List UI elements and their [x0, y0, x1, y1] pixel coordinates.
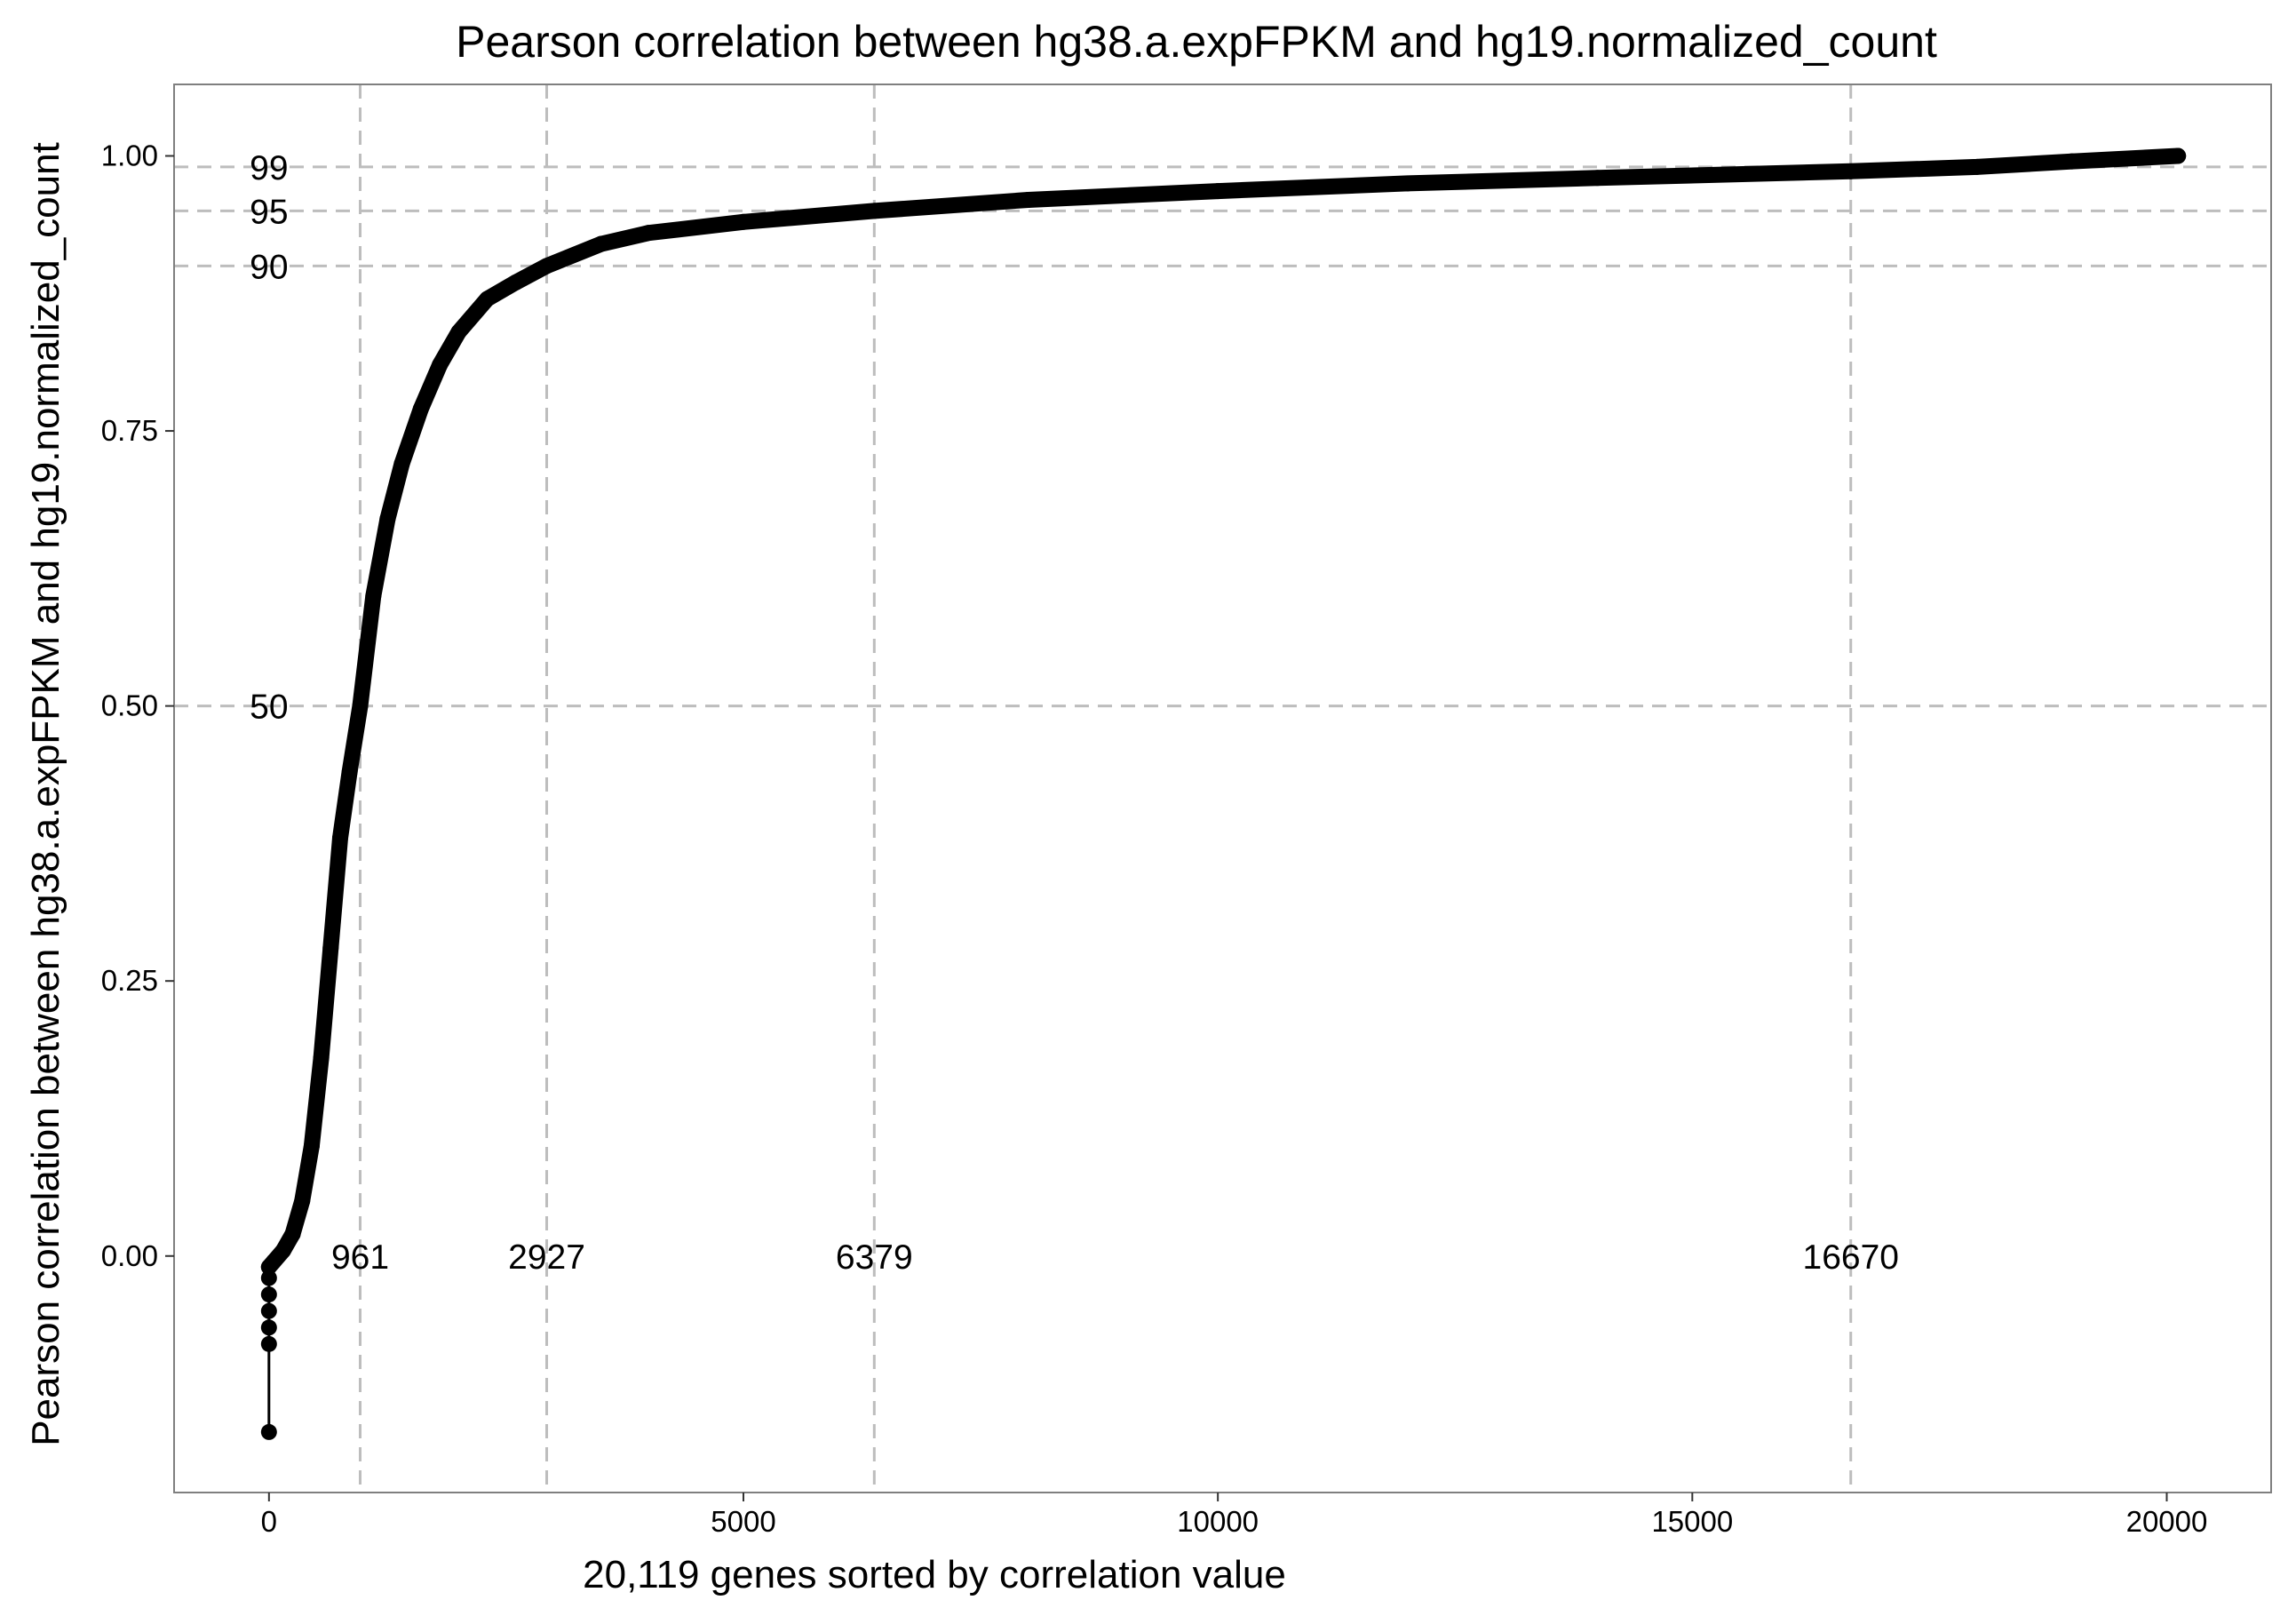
data-point [352, 697, 369, 714]
data-point [260, 1335, 277, 1352]
x-tick-label: 5000 [711, 1505, 775, 1538]
x-tick-label: 15000 [1651, 1505, 1733, 1538]
data-point [260, 1302, 277, 1319]
data-point [866, 203, 883, 219]
data-point [393, 456, 410, 473]
data-point [412, 401, 429, 418]
data-point [260, 1270, 277, 1286]
data-point [313, 1049, 330, 1066]
data-point [379, 511, 396, 528]
y-tick-label: 1.00 [101, 139, 158, 171]
y-tick-label: 0.25 [101, 964, 158, 997]
h-line-label: 90 [250, 248, 288, 286]
y-tick-label: 0.00 [101, 1239, 158, 1272]
data-point [735, 213, 751, 230]
data-point [260, 1319, 277, 1336]
x-axis: 0 5000 10000 15000 20000 [261, 1493, 2208, 1538]
data-point [432, 356, 449, 373]
data-point [479, 291, 496, 307]
data-point [303, 1137, 320, 1154]
data-point [1399, 175, 1416, 192]
v-line-label: 6379 [836, 1238, 913, 1277]
panel-border [173, 84, 2272, 1493]
h-line-label: 50 [250, 689, 288, 727]
data-point [274, 1242, 291, 1259]
v-line-label: 2927 [508, 1238, 585, 1277]
h-line-label: 99 [250, 149, 288, 187]
y-axis-title: Pearson correlation between hg38.a.expFP… [24, 142, 68, 1446]
data-point [260, 1286, 277, 1303]
data-point [2063, 153, 2080, 170]
y-tick-label: 0.75 [101, 414, 158, 447]
data-point [1968, 158, 1985, 175]
h-line-label: 95 [250, 193, 288, 231]
data-point [640, 225, 657, 242]
data-point [294, 1192, 311, 1209]
series-line [260, 147, 2187, 1276]
data-point [341, 763, 358, 780]
data-point [365, 587, 382, 604]
data-point [507, 274, 524, 291]
y-tick-label: 0.50 [101, 689, 158, 722]
data-point [266, 1253, 282, 1270]
v-line-label: 16670 [1803, 1238, 1899, 1277]
v-line-label: 961 [331, 1238, 389, 1277]
data-point [1020, 192, 1037, 209]
chart-title: Pearson correlation between hg38.a.expFP… [456, 17, 1937, 67]
x-tick-label: 10000 [1177, 1505, 1259, 1538]
y-axis: 0.00 0.25 0.50 0.75 1.00 [101, 139, 174, 1272]
data-point [1589, 170, 1606, 187]
x-tick-label: 0 [261, 1505, 277, 1538]
data-point [322, 940, 339, 957]
reference-line-labels: 99 95 90 50 961 2927 6379 16670 [250, 149, 1899, 1277]
data-point [450, 323, 467, 340]
data-point [2170, 147, 2187, 164]
data-point [284, 1226, 301, 1243]
data-point [1210, 183, 1227, 200]
data-point [260, 1423, 277, 1440]
data-point [538, 258, 555, 275]
data-point [1842, 163, 1859, 179]
x-tick-label: 20000 [2126, 1505, 2208, 1538]
x-axis-title: 20,119 genes sorted by correlation value [583, 1553, 1286, 1596]
reference-lines [174, 84, 2271, 1493]
data-point [331, 830, 348, 847]
data-series [260, 147, 2187, 1440]
data-point [592, 235, 609, 252]
